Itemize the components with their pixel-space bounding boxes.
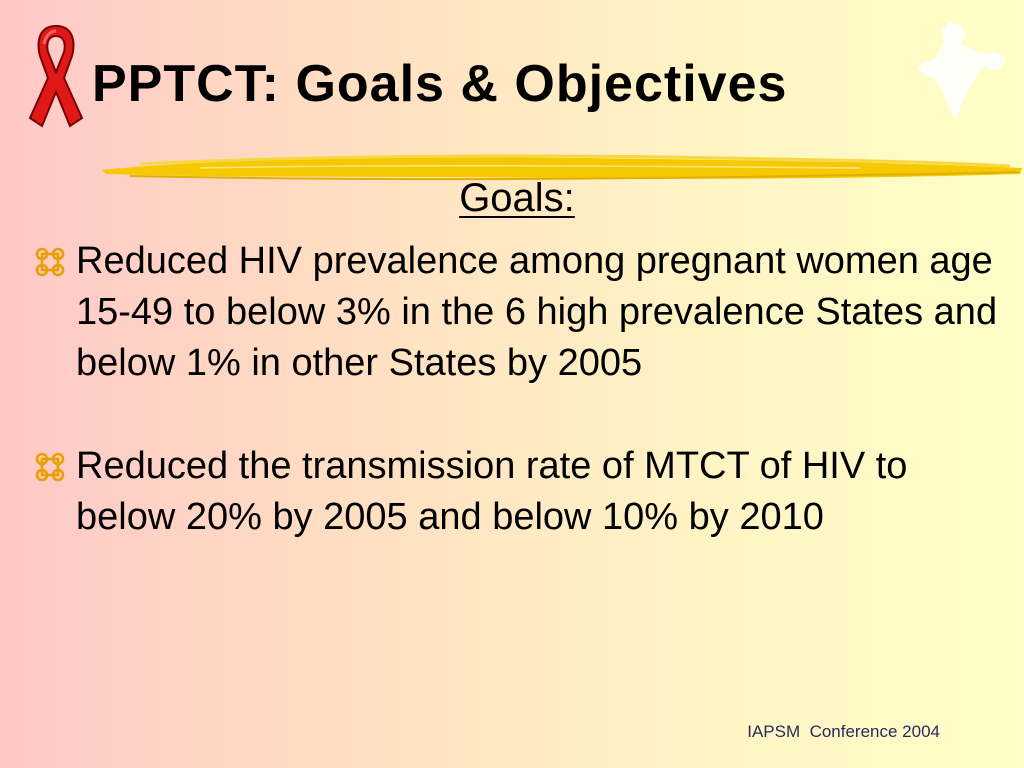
brush-stroke-divider [102,154,1022,180]
bullet-text: Reduced HIV prevalence among pregnant wo… [76,240,998,384]
india-map-icon [918,22,1006,120]
command-key-bullet-icon [35,452,65,482]
slide-title: PPTCT: Goals & Objectives [92,55,788,113]
goals-bullet-list: Reduced HIV prevalence among pregnant wo… [30,236,1000,543]
command-key-bullet-icon [35,247,65,277]
list-item: Reduced HIV prevalence among pregnant wo… [30,236,1000,389]
footer-text: IAPSM Conference 2004 [747,722,940,741]
goals-heading-text: Goals: [459,176,575,220]
red-ribbon-icon [28,24,84,128]
bullet-text: Reduced the transmission rate of MTCT of… [76,445,908,538]
goals-heading: Goals: [0,176,1024,220]
list-item: Reduced the transmission rate of MTCT of… [30,441,1000,543]
